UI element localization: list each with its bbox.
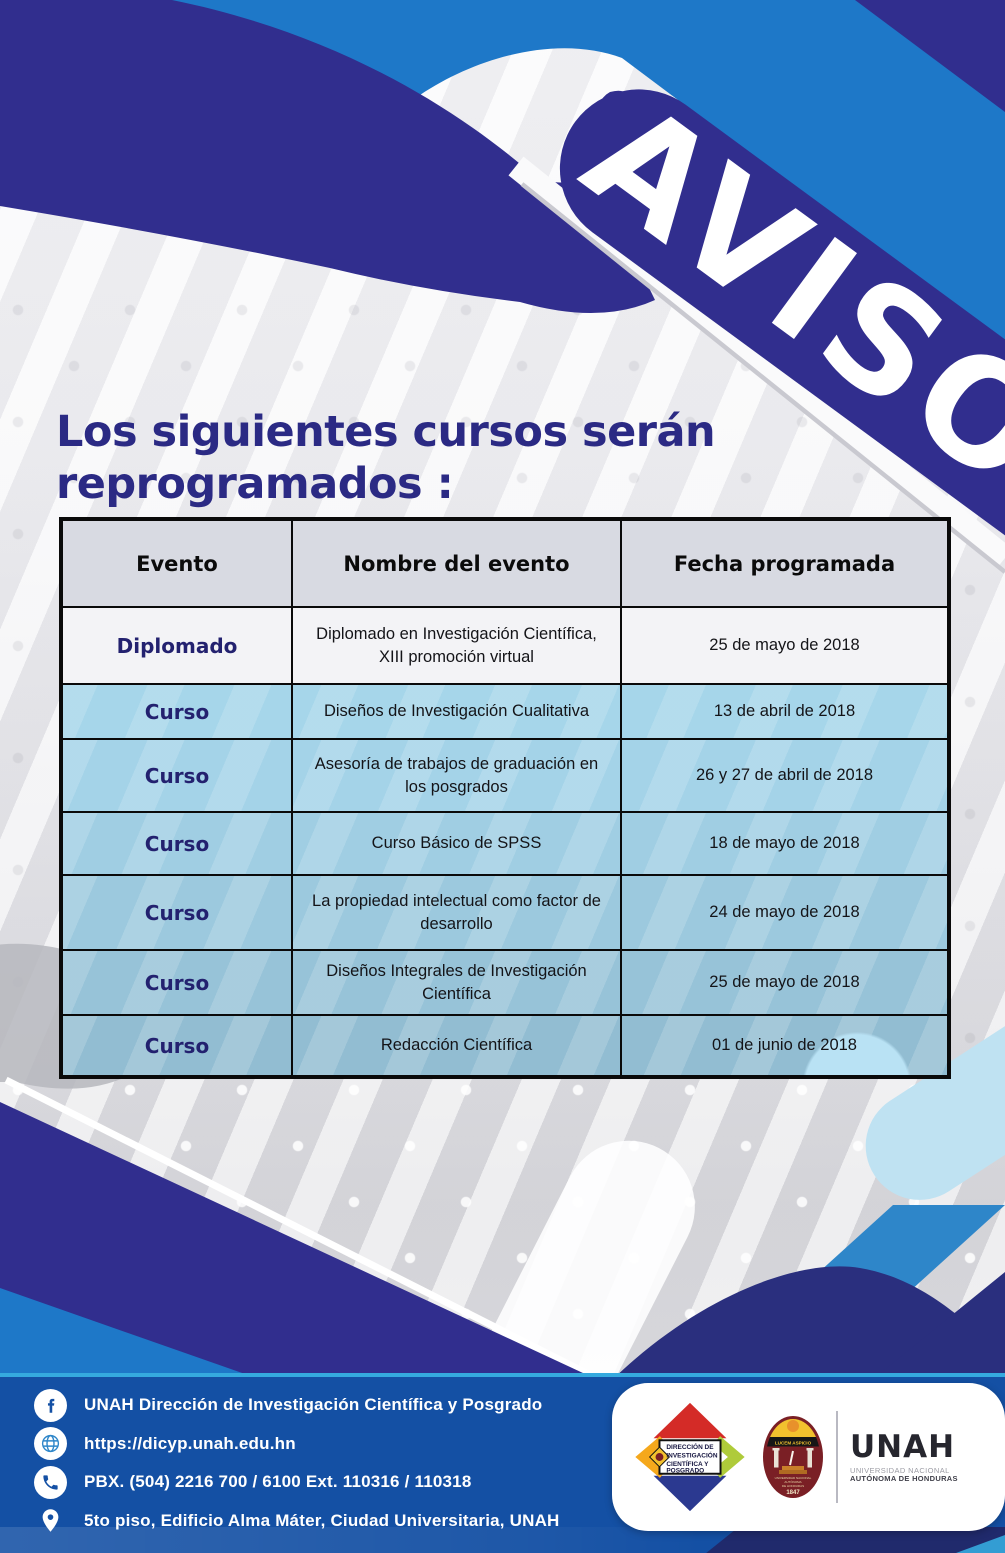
dark-wave (0, 0, 655, 314)
unah-sub1: UNIVERSIDAD NACIONAL (850, 1466, 950, 1476)
contact-address-text: 5to piso, Edificio Alma Máter, Ciudad Un… (84, 1510, 560, 1530)
panel-divider (836, 1411, 838, 1503)
lightblue-tri-bl (0, 1288, 262, 1380)
dark-band-bl (0, 1102, 598, 1380)
seal-year: 1847 (786, 1490, 800, 1496)
table-row: Curso Asesoría de trabajos de graduación… (60, 738, 950, 813)
unah-seal: LUCEM ASPICIO UNIVERSIDAD NACIONAL AUTÓN… (763, 1416, 823, 1498)
table-header-row: Evento Nombre del evento Fecha programad… (60, 518, 950, 608)
dicyp-logo: DIRECCIÓN DE INVESTIGACIÓN CIENTÍFICA Y … (635, 1402, 745, 1512)
cell-nombre: Diseños de Investigación Cualitativa (291, 683, 622, 740)
col-header-nombre: Nombre del evento (291, 518, 622, 608)
dicyp-line2: INVESTIGACIÓN (666, 1450, 717, 1459)
cell-fecha: 13 de abril de 2018 (620, 683, 950, 740)
cell-evento: Diplomado (60, 606, 293, 685)
cell-evento: Curso (60, 1014, 293, 1078)
title-line2: reprogramados : (56, 458, 454, 509)
table-row: Curso Diseños de Investigación Cualitati… (60, 683, 950, 740)
cell-fecha: 26 y 27 de abril de 2018 (620, 738, 950, 813)
wedge-line-gray (520, 182, 1005, 574)
contact-phone: PBX. (504) 2216 700 / 6100 Ext. 110316 /… (34, 1465, 560, 1499)
table-row: Curso Curso Básico de SPSS 18 de mayo de… (60, 811, 950, 876)
unah-name: UNAH (850, 1428, 956, 1465)
location-pin-icon (34, 1504, 67, 1537)
seal-motto: LUCEM ASPICIO (775, 1441, 812, 1446)
footer-bar: UNAH Dirección de Investigación Científi… (0, 1373, 1005, 1553)
dicyp-line1: DIRECCIÓN DE (666, 1442, 714, 1451)
unah-sub2: AUTÓNOMA DE HONDURAS (850, 1474, 958, 1484)
cell-fecha: 18 de mayo de 2018 (620, 811, 950, 876)
cell-nombre: Asesoría de trabajos de graduación en lo… (291, 738, 622, 813)
cell-fecha: 24 de mayo de 2018 (620, 874, 950, 951)
cell-evento: Curso (60, 738, 293, 813)
contact-phone-text: PBX. (504) 2216 700 / 6100 Ext. 110316 /… (84, 1472, 472, 1491)
cell-evento: Curso (60, 811, 293, 876)
table-row: Diplomado Diplomado en Investigación Cie… (60, 606, 950, 685)
footer-bottom-strip-navy (706, 1527, 1005, 1553)
cell-nombre: Curso Básico de SPSS (291, 811, 622, 876)
navy-hill (612, 1266, 1005, 1380)
lightblue-band (0, 0, 1005, 345)
table-row: Curso Diseños Integrales de Investigació… (60, 949, 950, 1016)
facebook-icon (34, 1388, 67, 1422)
seal-arc1: UNIVERSIDAD NACIONAL (775, 1476, 812, 1480)
contact-website-text: https://dicyp.unah.edu.hn (84, 1433, 296, 1453)
schedule-table: Evento Nombre del evento Fecha programad… (59, 517, 951, 1079)
navy-hill-right (872, 1272, 1005, 1380)
cell-fecha: 25 de mayo de 2018 (620, 949, 950, 1016)
contact-website: https://dicyp.unah.edu.hn (34, 1427, 560, 1461)
pale-swoosh (865, 1003, 1005, 1200)
white-line (4, 1076, 606, 1386)
dicyp-line4: POSGRADO (666, 1467, 704, 1474)
table-row: Curso La propiedad intelectual como fact… (60, 874, 950, 951)
cell-evento: Curso (60, 874, 293, 951)
cell-fecha: 25 de mayo de 2018 (620, 606, 950, 685)
cell-fecha: 01 de junio de 2018 (620, 1014, 950, 1078)
cell-evento: Curso (60, 683, 293, 740)
phone-icon (34, 1465, 67, 1499)
contact-facebook-text: UNAH Dirección de Investigación Científi… (84, 1395, 543, 1414)
contact-facebook: UNAH Dirección de Investigación Científi… (34, 1388, 560, 1422)
cell-nombre: Diplomado en Investigación Científica, X… (291, 606, 622, 685)
page-title: Los siguientes cursos serán reprogramado… (56, 407, 716, 510)
cell-nombre: Redacción Científica (291, 1014, 622, 1078)
cell-evento: Curso (60, 949, 293, 1016)
logo-panel: DIRECCIÓN DE INVESTIGACIÓN CIENTÍFICA Y … (612, 1383, 1005, 1531)
col-header-evento: Evento (60, 518, 293, 608)
unah-wordmark: UNAH UNIVERSIDAD NACIONAL AUTÓNOMA DE HO… (850, 1431, 958, 1483)
contact-list: UNAH Dirección de Investigación Científi… (34, 1388, 560, 1542)
seal-arc3: DE HONDURAS (782, 1484, 804, 1488)
seal-arc2: AUTÓNOMA (784, 1479, 801, 1484)
contact-address: 5to piso, Edificio Alma Máter, Ciudad Un… (34, 1504, 560, 1538)
title-line1: Los siguientes cursos serán (56, 407, 716, 457)
dicyp-line3: CIENTÍFICA Y (666, 1459, 709, 1468)
cell-nombre: Diseños Integrales de Investigación Cien… (291, 949, 622, 1016)
globe-icon (34, 1427, 67, 1460)
cell-nombre: La propiedad intelectual como factor de … (291, 874, 622, 951)
table-row: Curso Redacción Científica 01 de junio d… (60, 1014, 950, 1078)
col-header-fecha: Fecha programada (620, 518, 950, 608)
dark-corner (855, 0, 1005, 112)
